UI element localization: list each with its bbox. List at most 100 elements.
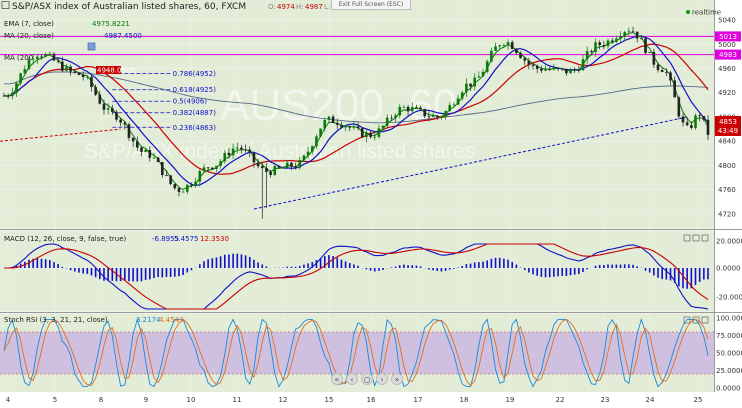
horizontal-lines[interactable] (0, 35, 714, 56)
candle-body[interactable] (598, 42, 601, 46)
close-icon[interactable] (701, 234, 709, 242)
candle-body[interactable] (194, 181, 197, 186)
candle-body[interactable] (340, 124, 343, 128)
candle-body[interactable] (40, 56, 43, 58)
ma50-line[interactable] (3, 43, 709, 175)
candle-body[interactable] (140, 147, 143, 152)
candle-body[interactable] (560, 68, 564, 70)
macd-pane[interactable] (0, 231, 714, 311)
candle-body[interactable] (115, 111, 118, 120)
candle-body[interactable] (510, 42, 514, 49)
candle-body[interactable] (302, 155, 306, 161)
candle-body[interactable] (348, 126, 352, 128)
macd-series[interactable] (0, 243, 714, 310)
candle-body[interactable] (494, 46, 497, 51)
candle-body[interactable] (673, 80, 676, 98)
candle-body[interactable] (231, 148, 235, 156)
candle-body[interactable] (90, 76, 93, 88)
candle-body[interactable] (648, 51, 651, 53)
close-icon[interactable] (701, 316, 709, 324)
candle-body[interactable] (656, 64, 660, 71)
candle-body[interactable] (256, 162, 260, 167)
candle-body[interactable] (198, 171, 202, 182)
macd-legend-label[interactable]: MACD (12, 26, close, 9, false, true) (4, 235, 127, 243)
candle-body[interactable] (677, 97, 681, 117)
candle-body[interactable] (644, 38, 647, 53)
candle-body[interactable] (552, 67, 556, 70)
settings-icon[interactable] (683, 234, 691, 242)
collapse-icon[interactable] (1, 1, 10, 9)
candle-body[interactable] (481, 71, 485, 77)
candle-body[interactable] (127, 124, 131, 138)
candle-body[interactable] (219, 161, 222, 166)
candle-body[interactable] (98, 94, 102, 104)
candle-body[interactable] (235, 147, 239, 149)
candle-body[interactable] (202, 167, 206, 172)
candle-body[interactable] (152, 157, 156, 159)
candle-body[interactable] (390, 117, 393, 119)
candle-body[interactable] (269, 171, 272, 175)
candle-body[interactable] (265, 168, 268, 172)
candle-body[interactable] (594, 42, 597, 52)
candle-body[interactable] (169, 175, 172, 185)
candle-body[interactable] (431, 115, 435, 117)
candle-body[interactable] (148, 149, 152, 158)
settings-icon[interactable] (683, 316, 691, 324)
candle-body[interactable] (448, 105, 452, 112)
candle-body[interactable] (227, 152, 231, 156)
candle-body[interactable] (465, 83, 468, 93)
stoch-legend-label[interactable]: Stoch RSI (3, 3, 21, 21, close) (4, 316, 108, 324)
candle-body[interactable] (119, 119, 122, 123)
candle-body[interactable] (515, 48, 518, 53)
ma200-line[interactable] (3, 71, 709, 124)
candle-body[interactable] (690, 125, 693, 128)
candle-body[interactable] (365, 132, 368, 138)
maximize-icon[interactable] (692, 316, 700, 324)
stoch-k-line[interactable] (3, 317, 709, 388)
candle-body[interactable] (477, 76, 481, 78)
candle-body[interactable] (106, 108, 110, 110)
drawing-handle-icon[interactable] (87, 42, 96, 51)
candle-body[interactable] (111, 108, 114, 112)
candle-body[interactable] (573, 69, 576, 71)
candle-body[interactable] (69, 66, 72, 72)
candle-body[interactable] (156, 157, 160, 163)
candle-body[interactable] (48, 53, 52, 55)
candle-body[interactable] (519, 52, 522, 59)
candle-body[interactable] (160, 162, 164, 176)
candle-body[interactable] (356, 126, 360, 129)
scroll-left-button[interactable]: ‹ (346, 373, 358, 385)
candle-body[interactable] (123, 122, 127, 125)
candle-body[interactable] (81, 74, 85, 78)
candle-body[interactable] (165, 175, 168, 176)
candle-body[interactable] (623, 32, 626, 37)
stoch-rsi-series[interactable] (0, 317, 714, 388)
candle-body[interactable] (285, 162, 289, 168)
candle-body[interactable] (15, 83, 18, 93)
candle-body[interactable] (131, 137, 135, 142)
candle-body[interactable] (36, 56, 39, 60)
candle-body[interactable] (456, 98, 460, 105)
candle-body[interactable] (373, 136, 377, 138)
candle-body[interactable] (181, 191, 185, 193)
candle-body[interactable] (94, 87, 97, 95)
candle-body[interactable] (252, 152, 256, 163)
candle-body[interactable] (240, 147, 243, 150)
candle-body[interactable] (323, 119, 327, 129)
candle-body[interactable] (652, 51, 656, 65)
candle-body[interactable] (377, 128, 381, 137)
candle-body[interactable] (56, 60, 60, 62)
candle-body[interactable] (531, 64, 535, 66)
candle-body[interactable] (631, 31, 635, 33)
pane-controls-macd[interactable] (683, 234, 709, 242)
candle-body[interactable] (331, 116, 335, 123)
candles[interactable] (2, 26, 710, 219)
candle-body[interactable] (490, 50, 493, 62)
candle-body[interactable] (640, 38, 643, 40)
candle-body[interactable] (19, 73, 22, 84)
candle-body[interactable] (423, 109, 427, 117)
candle-body[interactable] (23, 69, 27, 74)
fibonacci-retracement[interactable]: 0.786(4952) 0.618(4925) 0.5(4906) 0.382(488… (112, 70, 216, 132)
ema-legend-label[interactable]: EMA (7, close) (4, 20, 54, 28)
exit-fullscreen-tooltip[interactable]: Exit Full Screen (ESC) (331, 0, 411, 10)
